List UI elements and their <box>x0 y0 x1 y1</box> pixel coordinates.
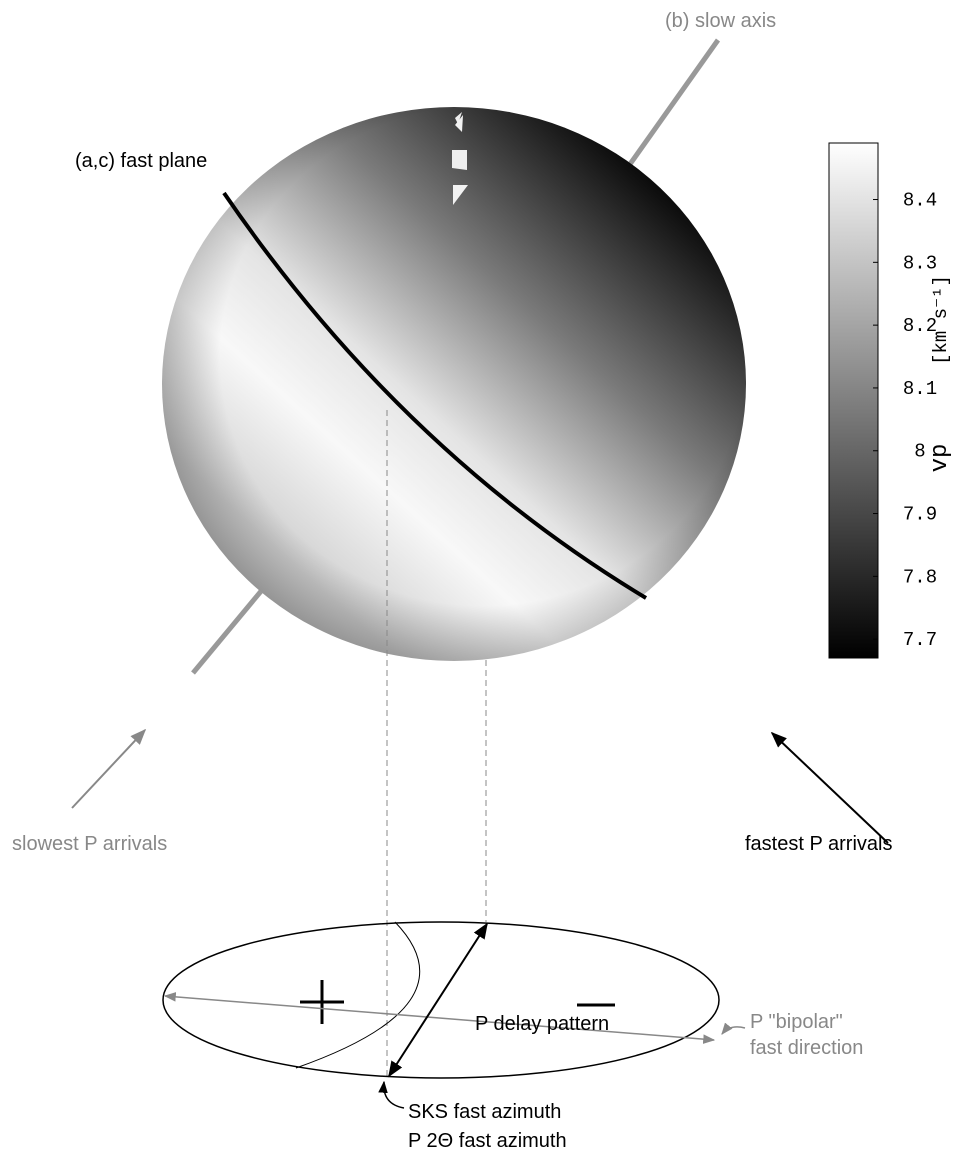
label: P "bipolar" <box>750 1011 843 1033</box>
label: SKS fast azimuth <box>408 1101 561 1123</box>
tick-label: 7.8 <box>903 566 937 588</box>
pointer <box>384 1082 404 1108</box>
sks-arrow <box>389 924 487 1076</box>
tick-label: 8.1 <box>903 378 937 400</box>
label: fast direction <box>750 1037 863 1059</box>
label: slowest P arrivals <box>12 833 167 855</box>
colorbar-ticks: 8.48.38.28.187.97.87.7 <box>873 190 937 652</box>
arrow <box>72 730 145 808</box>
diagram: (b) slow axis (a,c) fast plane slowest P… <box>0 0 965 1154</box>
label: P 2Θ fast azimuth <box>408 1130 567 1152</box>
slow-axis-line <box>193 590 262 673</box>
delay-ellipse <box>163 922 719 1078</box>
slow-axis-line <box>628 40 718 167</box>
nodal-curve <box>296 922 420 1068</box>
bipolar-arrow <box>165 996 714 1040</box>
label: (a,c) fast plane <box>75 150 207 172</box>
label: (b) slow axis <box>665 10 776 32</box>
label: P delay pattern <box>475 1013 609 1035</box>
colorbar <box>829 143 878 658</box>
artifact <box>452 150 467 170</box>
tick-label: 7.9 <box>903 504 937 526</box>
arrow <box>772 733 888 843</box>
colorbar-label: vp <box>927 444 954 473</box>
tick-label: 8.4 <box>903 190 937 212</box>
tick-label: 8 <box>914 441 925 463</box>
tick-label: 8.3 <box>903 252 937 274</box>
pointer <box>722 1027 745 1034</box>
label: fastest P arrivals <box>745 833 892 855</box>
tick-label: 7.7 <box>903 629 937 651</box>
colorbar-unit: [km s⁻¹] <box>930 275 952 365</box>
